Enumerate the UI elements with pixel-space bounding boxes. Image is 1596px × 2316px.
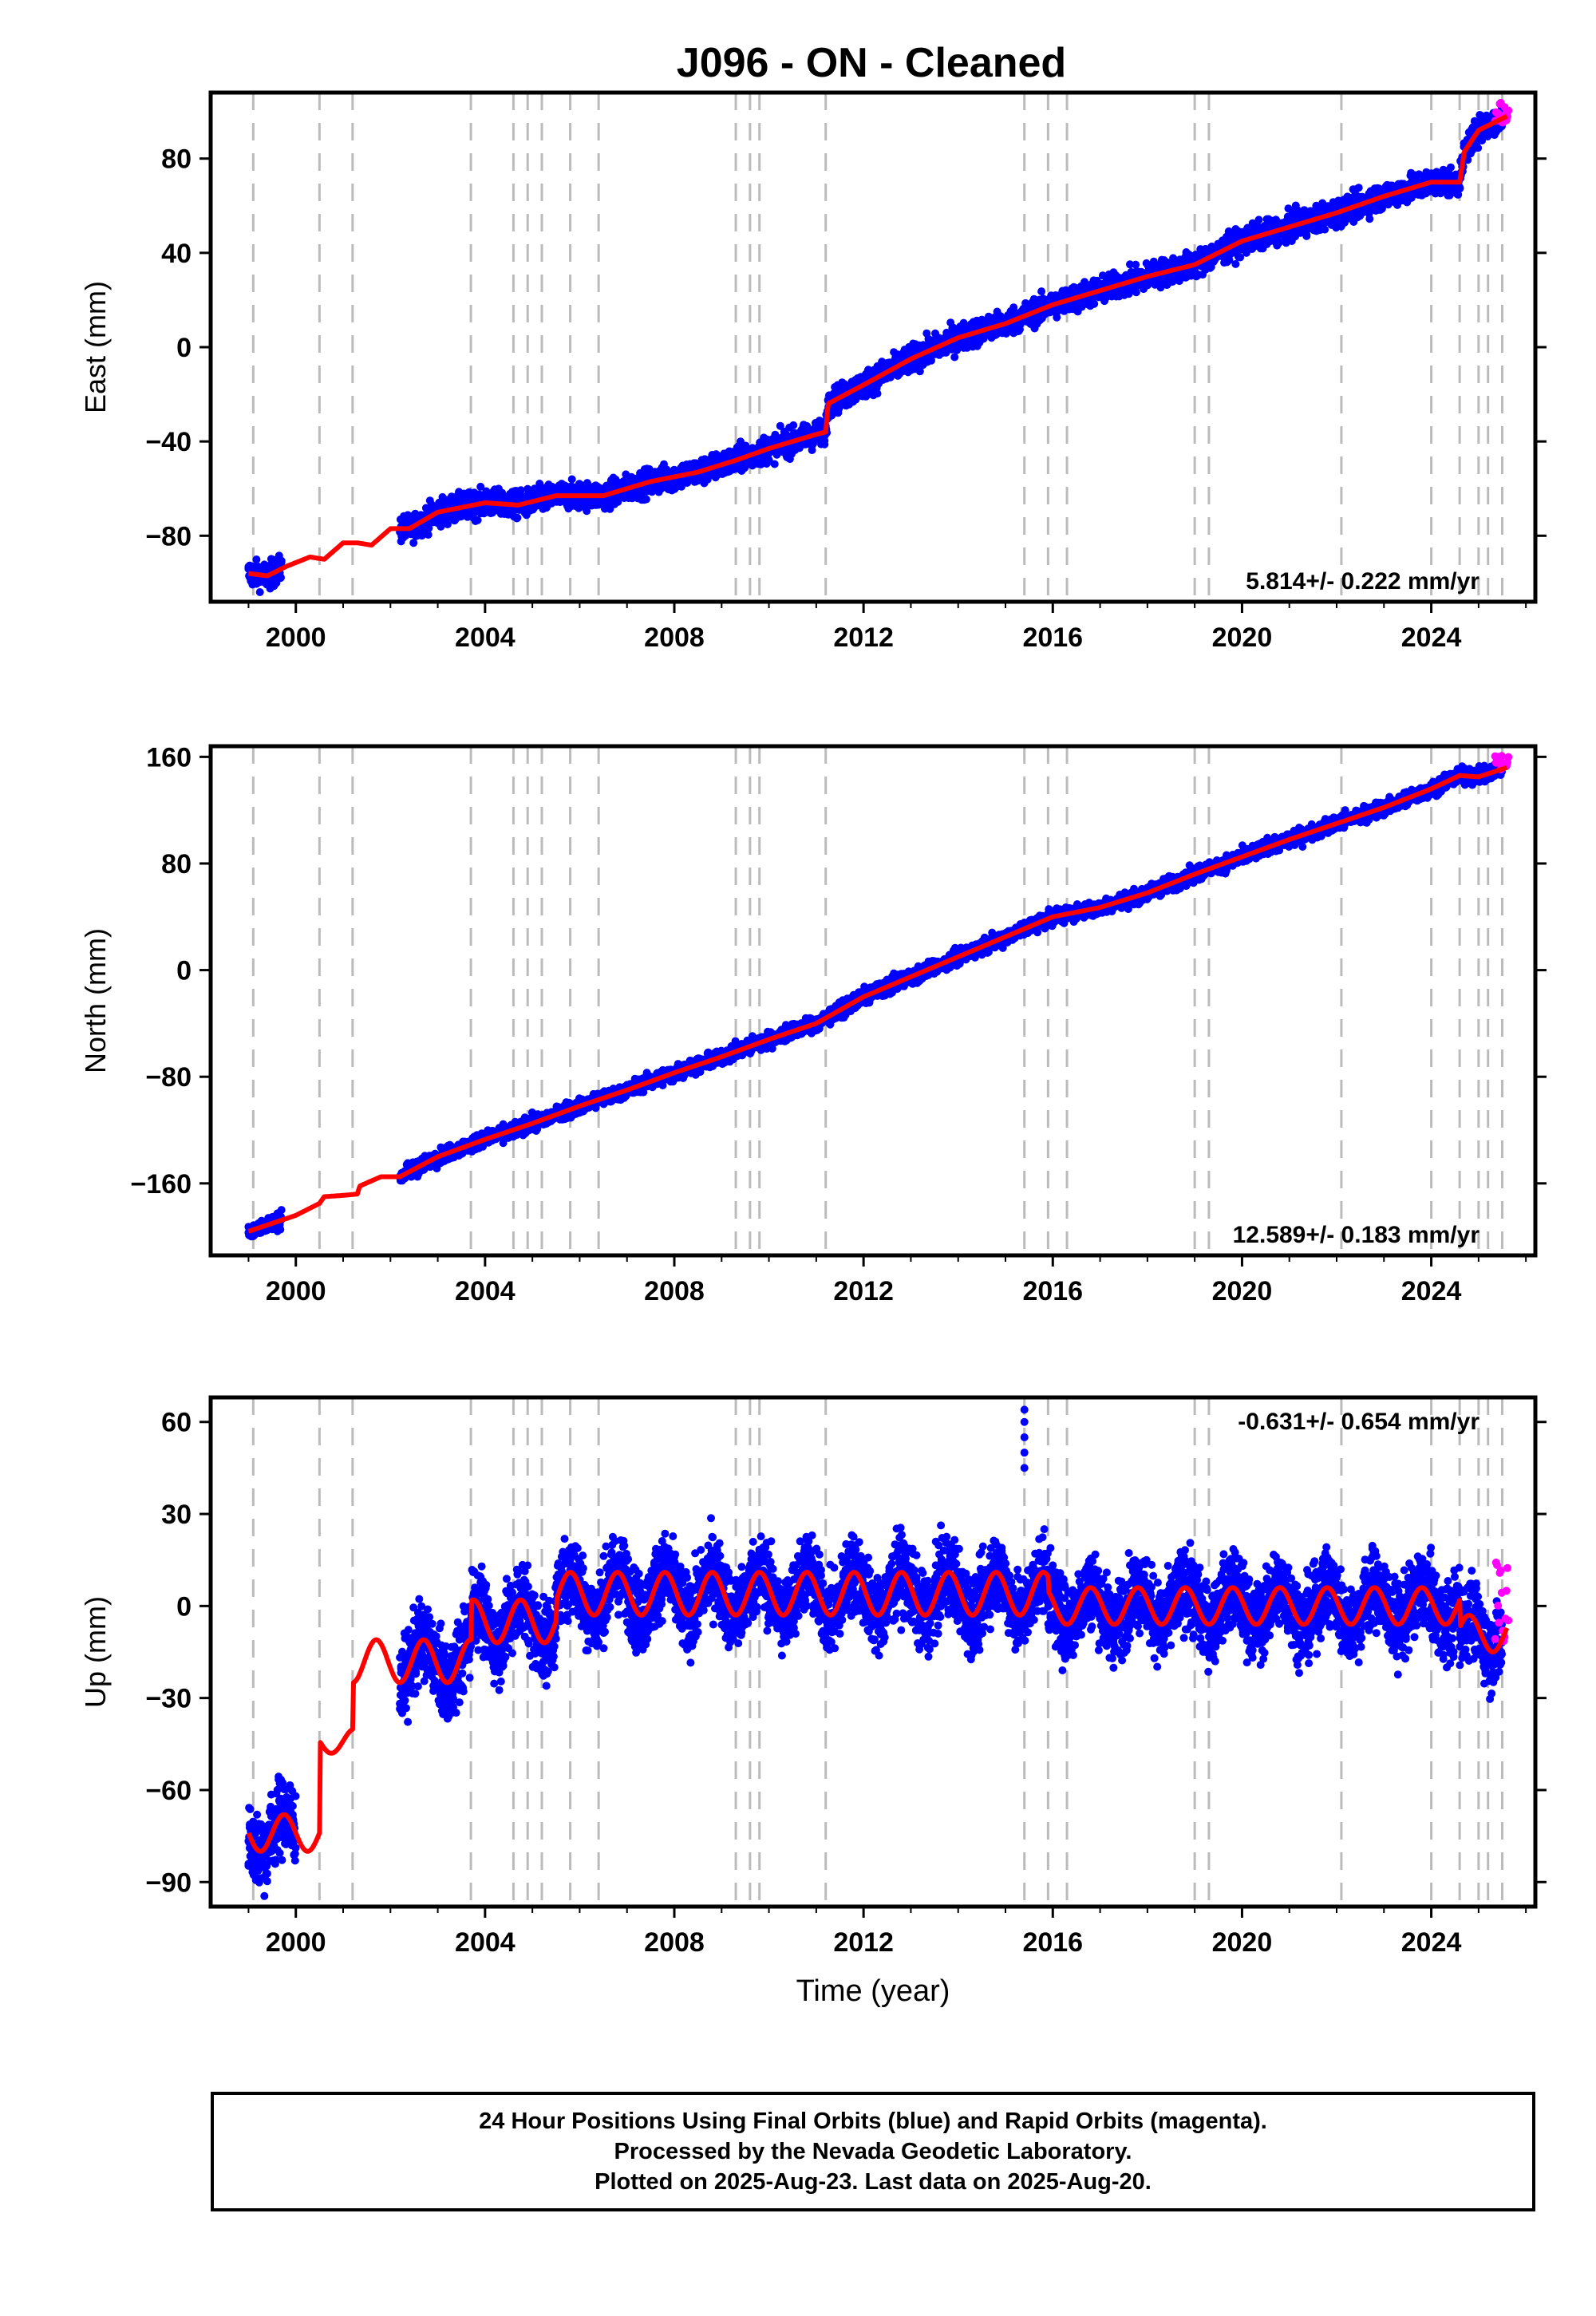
- final-orbit-points: [244, 103, 1506, 596]
- data-point: [1053, 313, 1061, 322]
- y-tick-label: 40: [161, 239, 192, 269]
- data-point: [1354, 184, 1363, 192]
- data-point: [1365, 215, 1374, 223]
- data-point: [1037, 287, 1046, 296]
- data-point: [1321, 225, 1329, 234]
- data-point: [567, 475, 576, 484]
- plot-area: [244, 93, 1513, 602]
- data-point: [424, 531, 433, 539]
- data-point: [473, 516, 482, 524]
- data-point: [409, 539, 418, 547]
- x-tick-label: 2024: [1401, 622, 1462, 653]
- data-point: [789, 421, 798, 429]
- rapid-point: [1504, 106, 1513, 115]
- rate-annotation: 5.814+/- 0.222 mm/yr: [1246, 568, 1479, 595]
- y-tick-label: −40: [145, 427, 192, 457]
- chart-panel-1: 2000 2004 2008 2012 2016 2020 2024 −80 −40 0 40 80 E…: [79, 90, 1547, 653]
- y-axis-label: East (mm): [79, 281, 112, 413]
- data-point: [535, 480, 544, 488]
- data-point: [277, 1206, 286, 1215]
- data-point: [1254, 215, 1263, 224]
- data-point: [950, 353, 959, 362]
- data-point: [1456, 184, 1464, 192]
- data-point: [516, 486, 525, 495]
- y-tick-label: 80: [161, 144, 192, 175]
- data-point: [476, 482, 485, 491]
- data-point: [252, 555, 261, 563]
- x-tick-label: 2020: [1212, 622, 1273, 653]
- plot-area: [244, 746, 1513, 1255]
- panels-group: 2000 2004 2008 2012 2016 2020 2024 −80 −40 0 40 80 E…: [79, 90, 1547, 2008]
- data-point: [1090, 299, 1099, 308]
- data-point: [1132, 288, 1140, 297]
- x-tick-label: 2004: [455, 622, 516, 653]
- data-point: [277, 556, 286, 565]
- data-point: [1474, 144, 1483, 152]
- data-point: [277, 573, 285, 582]
- data-point: [1447, 163, 1455, 172]
- data-point: [443, 520, 452, 528]
- y-tick-label: −80: [145, 521, 192, 551]
- chart-panel-2: 2000 2004 2008 2012 2016 2020 2024−160−8008016…: [79, 742, 1547, 1306]
- data-point: [776, 421, 784, 430]
- data-point: [770, 460, 779, 468]
- x-tick-label: 2012: [833, 622, 894, 653]
- x-tick-label: 2016: [1022, 622, 1083, 653]
- data-point: [1231, 259, 1240, 268]
- data-point: [642, 495, 650, 504]
- data-point: [873, 389, 882, 398]
- data-point: [255, 588, 264, 596]
- data-point: [1132, 260, 1140, 269]
- x-tick-label: 2008: [644, 622, 705, 653]
- data-point: [513, 513, 522, 522]
- figure-title: J096 - ON - Cleaned: [677, 40, 1066, 86]
- y-tick-label: 0: [176, 333, 192, 363]
- data-point: [1302, 231, 1311, 240]
- data-point: [276, 1225, 285, 1234]
- x-tick-label: 2000: [266, 622, 326, 653]
- data-point: [583, 507, 591, 516]
